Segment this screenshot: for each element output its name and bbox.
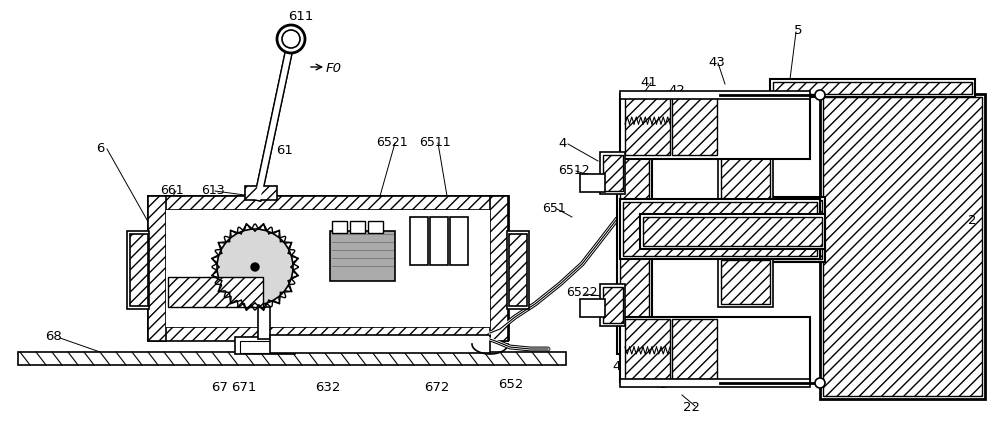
Bar [148, 197, 508, 211]
Text: 6: 6 [96, 141, 104, 154]
Bar [368, 221, 383, 233]
Text: 42: 42 [669, 83, 685, 96]
Text: 45: 45 [652, 378, 668, 390]
Bar [127, 231, 149, 309]
Bar [235, 337, 295, 354]
Bar [620, 95, 810, 160]
Circle shape [815, 378, 825, 388]
Bar [148, 197, 166, 341]
Text: 611: 611 [288, 9, 314, 22]
Bar [166, 211, 490, 327]
Text: 41: 41 [641, 75, 657, 88]
Text: 4: 4 [559, 136, 567, 149]
Text: 672: 672 [424, 381, 450, 393]
Bar [580, 175, 605, 193]
Bar [330, 231, 395, 281]
Text: 642: 642 [443, 211, 467, 224]
Text: 633: 633 [168, 300, 192, 313]
Bar [603, 156, 623, 191]
Bar [770, 80, 975, 98]
Bar [490, 197, 508, 341]
Circle shape [251, 264, 259, 271]
Text: 43: 43 [709, 55, 725, 68]
Text: 652: 652 [498, 378, 524, 390]
Text: 67: 67 [212, 381, 228, 393]
Bar [625, 98, 670, 156]
Circle shape [277, 26, 305, 54]
Bar [350, 221, 365, 233]
Bar [625, 319, 670, 379]
Text: 6522: 6522 [566, 286, 598, 299]
Bar [773, 200, 822, 259]
Bar [148, 197, 508, 339]
Bar [623, 203, 817, 256]
Circle shape [282, 31, 300, 49]
Bar [672, 98, 717, 156]
Bar [245, 187, 277, 200]
Bar [509, 234, 527, 306]
Bar [620, 200, 820, 259]
Bar [620, 92, 810, 100]
Text: F0: F0 [326, 61, 342, 74]
Text: 613: 613 [201, 183, 225, 196]
Text: 642: 642 [138, 239, 162, 252]
Text: 63: 63 [287, 337, 303, 350]
Bar [603, 287, 623, 323]
Bar [240, 341, 290, 353]
Bar [580, 299, 605, 317]
Bar [620, 379, 810, 387]
Bar [820, 95, 985, 399]
Text: 6521: 6521 [376, 135, 408, 148]
Bar [600, 153, 625, 194]
Text: F2: F2 [382, 216, 398, 229]
Bar [640, 215, 825, 249]
Text: 68: 68 [45, 330, 61, 343]
Bar [617, 155, 652, 354]
Bar [718, 155, 773, 205]
Text: 64: 64 [359, 201, 375, 214]
Text: 671: 671 [231, 381, 257, 393]
Bar [148, 327, 508, 341]
Bar [721, 261, 770, 304]
Bar [643, 218, 822, 246]
Circle shape [217, 230, 293, 305]
Bar [168, 277, 263, 307]
Text: 661: 661 [160, 183, 184, 196]
Text: 2: 2 [968, 213, 976, 226]
Text: 46: 46 [613, 359, 629, 372]
Text: 662: 662 [140, 258, 164, 271]
Bar [332, 221, 347, 233]
Bar [270, 335, 490, 353]
Text: 631: 631 [254, 337, 278, 350]
Text: 62: 62 [337, 201, 353, 214]
Text: F1: F1 [232, 283, 248, 296]
Bar [672, 319, 717, 379]
Bar [770, 197, 825, 262]
Bar [721, 158, 770, 202]
Bar [410, 218, 428, 265]
Text: 22: 22 [684, 401, 700, 414]
Bar [823, 98, 982, 396]
Bar [507, 231, 529, 309]
Bar [450, 218, 468, 265]
Text: 632: 632 [315, 381, 341, 393]
Bar [773, 83, 972, 95]
Text: 6511: 6511 [419, 135, 451, 148]
Bar [258, 307, 270, 339]
Bar [600, 284, 625, 326]
Bar [18, 352, 566, 365]
Text: 5: 5 [794, 24, 802, 37]
Bar [718, 258, 773, 307]
Bar [620, 158, 649, 351]
Text: 61: 61 [277, 143, 293, 156]
Text: 6512: 6512 [558, 163, 590, 176]
Text: 651: 651 [542, 201, 566, 214]
Bar [620, 317, 810, 382]
Text: 641: 641 [395, 201, 419, 214]
Circle shape [815, 91, 825, 101]
Bar [430, 218, 448, 265]
Bar [130, 234, 148, 306]
